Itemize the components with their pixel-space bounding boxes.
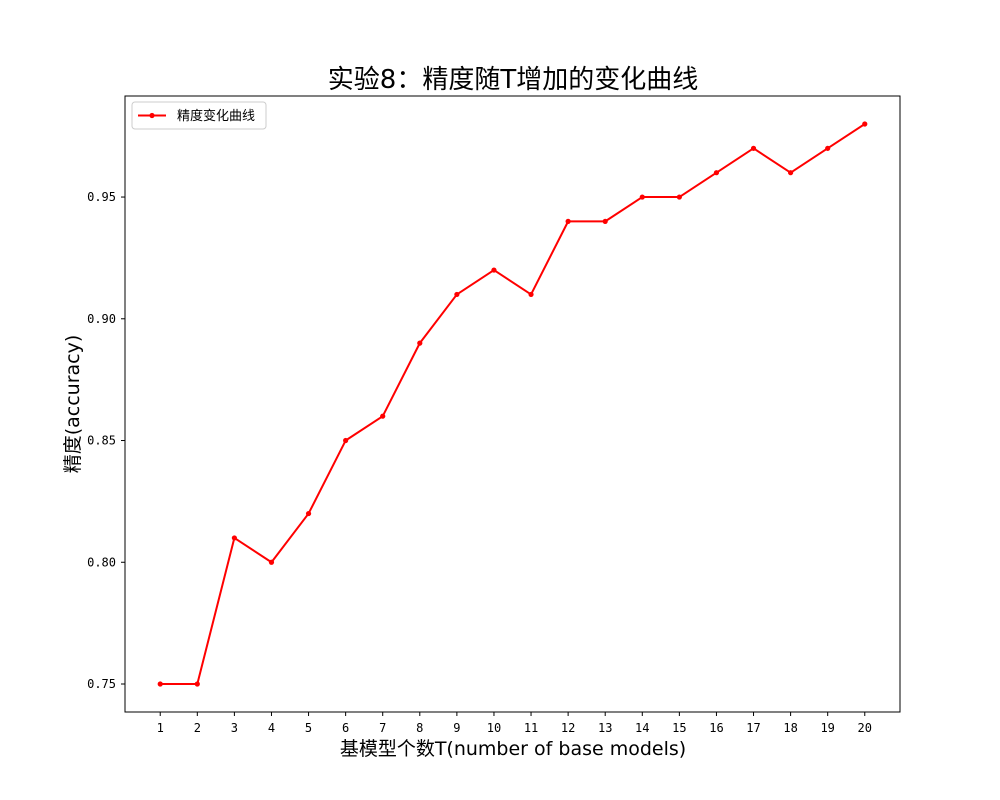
x-tick-label: 5 xyxy=(305,721,312,735)
legend-frame xyxy=(131,101,267,130)
data-point xyxy=(380,413,386,419)
x-tick-label: 6 xyxy=(342,721,349,735)
x-tick-label: 4 xyxy=(268,721,275,735)
data-point xyxy=(713,170,720,176)
x-tick-label: 16 xyxy=(709,721,723,735)
data-point xyxy=(862,121,868,127)
x-tick-label: 15 xyxy=(672,721,686,735)
data-point xyxy=(825,145,831,151)
chart-title: 实验8：精度随T增加的变化曲线 xyxy=(328,65,698,95)
data-point xyxy=(454,291,460,298)
x-tick-label: 13 xyxy=(598,721,612,735)
data-point xyxy=(194,681,200,687)
y-tick-label: 0.80 xyxy=(87,555,116,569)
x-tick-label: 10 xyxy=(487,721,501,735)
x-tick-label: 11 xyxy=(524,721,538,735)
x-tick-label: 14 xyxy=(635,721,649,735)
x-tick-label: 19 xyxy=(820,721,834,735)
x-tick-label: 12 xyxy=(561,721,575,735)
data-point xyxy=(268,559,275,565)
data-point xyxy=(602,218,608,224)
data-point xyxy=(676,194,682,200)
x-tick-label: 8 xyxy=(416,721,423,735)
x-tick-label: 3 xyxy=(231,721,238,735)
y-tick-label: 0.85 xyxy=(87,434,116,448)
x-tick-label: 9 xyxy=(453,721,460,735)
series-markers xyxy=(157,121,868,687)
data-point xyxy=(417,340,423,346)
x-tick-label: 20 xyxy=(858,721,872,735)
data-point xyxy=(157,681,163,687)
x-axis-label: 基模型个数T(number of base models) xyxy=(340,738,686,760)
x-tick-label: 17 xyxy=(746,721,760,735)
x-tick-label: 7 xyxy=(379,721,386,735)
data-point xyxy=(305,510,312,517)
y-axis-label: 精度(accuracy) xyxy=(62,335,84,474)
legend: 精度变化曲线 xyxy=(131,101,267,130)
x-tick-label: 2 xyxy=(194,721,201,735)
y-tick-label: 0.95 xyxy=(87,190,116,204)
data-point xyxy=(231,535,237,541)
x-tick-label: 18 xyxy=(783,721,797,735)
x-tick-label: 1 xyxy=(157,721,164,735)
y-tick-label: 0.90 xyxy=(87,312,116,326)
data-point xyxy=(788,170,794,176)
data-point xyxy=(565,218,571,224)
data-point xyxy=(639,194,645,200)
data-point xyxy=(750,145,757,151)
data-point xyxy=(528,291,534,298)
x-axis-ticks: 1 2 3 4 5 6 7 8 9 10 11 12 13 14 15 16 17 18 19 20 xyxy=(157,712,872,735)
y-axis-ticks: 0.75 0.80 0.85 0.90 0.95 xyxy=(87,190,125,691)
data-point xyxy=(491,267,497,273)
data-point xyxy=(343,437,349,444)
plot-area xyxy=(124,95,901,713)
legend-label: 精度变化曲线 xyxy=(177,108,255,124)
series-line xyxy=(160,123,866,685)
y-tick-label: 0.75 xyxy=(87,677,116,691)
legend-marker-swatch xyxy=(149,112,155,119)
